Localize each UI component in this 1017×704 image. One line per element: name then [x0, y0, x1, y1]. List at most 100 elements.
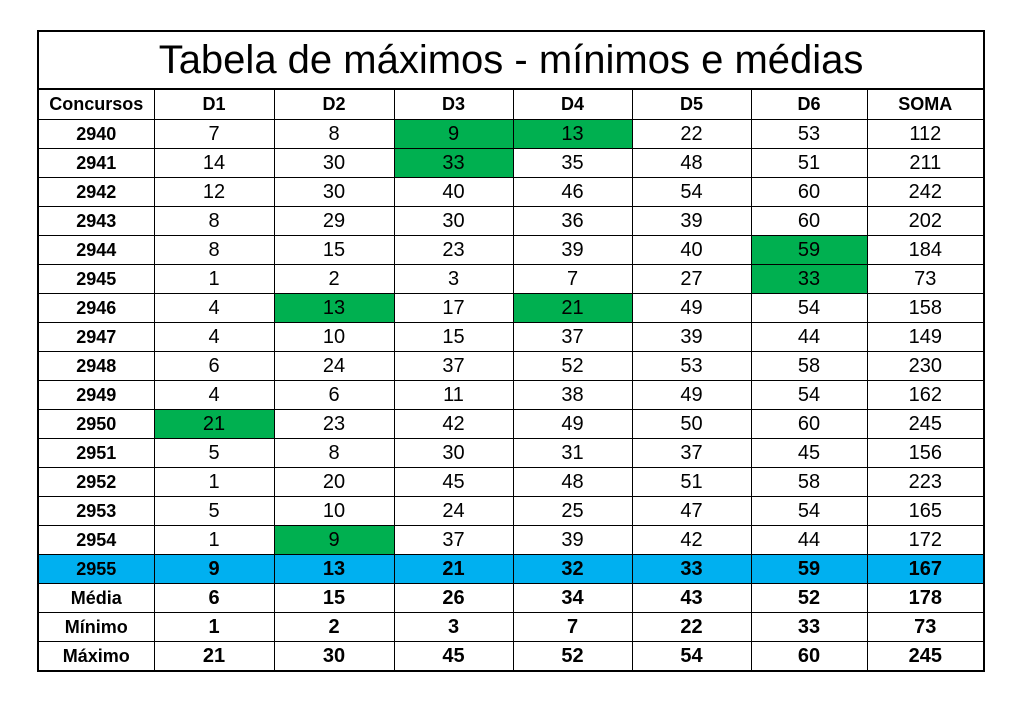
- cell: 49: [631, 293, 752, 323]
- cell: 13: [273, 293, 395, 323]
- row-label: Média: [37, 583, 155, 613]
- cell: 58: [750, 467, 868, 497]
- cell: 22: [631, 119, 752, 149]
- row-label: 2941: [37, 148, 155, 178]
- cell: 39: [631, 206, 752, 236]
- cell: 21: [153, 409, 275, 439]
- cell: 8: [273, 119, 395, 149]
- table-title: Tabela de máximos - mínimos e médias: [36, 30, 986, 90]
- row-label: 2955: [37, 554, 155, 584]
- cell: 39: [512, 525, 633, 555]
- cell: 36: [512, 206, 633, 236]
- results-table: Tabela de máximos - mínimos e médias Con…: [36, 30, 986, 672]
- cell: 54: [631, 177, 752, 207]
- cell: 37: [393, 525, 514, 555]
- column-header: D4: [512, 88, 633, 120]
- column-header: D2: [273, 88, 395, 120]
- row-label: 2953: [37, 496, 155, 526]
- cell: 202: [866, 206, 985, 236]
- cell: 39: [512, 235, 633, 265]
- cell: 37: [631, 438, 752, 468]
- table-row: 2948 6 24 37 52 53 58 230: [37, 351, 985, 381]
- cell: 44: [750, 525, 868, 555]
- cell: 12: [153, 177, 275, 207]
- cell: 3: [393, 612, 514, 642]
- row-label: Mínimo: [37, 612, 155, 642]
- cell: 23: [393, 235, 514, 265]
- row-label: 2954: [37, 525, 155, 555]
- cell: 46: [512, 177, 633, 207]
- cell: 40: [393, 177, 514, 207]
- table-row: 2945 1 2 3 7 27 33 73: [37, 264, 985, 294]
- cell: 9: [153, 554, 275, 584]
- cell: 24: [273, 351, 395, 381]
- cell: 9: [273, 525, 395, 555]
- cell: 245: [866, 641, 985, 672]
- cell: 34: [512, 583, 633, 613]
- column-header: D5: [631, 88, 752, 120]
- row-label: 2947: [37, 322, 155, 352]
- cell: 1: [153, 467, 275, 497]
- table-row: 2950 21 23 42 49 50 60 245: [37, 409, 985, 439]
- cell: 11: [393, 380, 514, 410]
- cell: 6: [273, 380, 395, 410]
- cell: 33: [750, 264, 868, 294]
- cell: 26: [393, 583, 514, 613]
- cell: 1: [153, 525, 275, 555]
- cell: 21: [512, 293, 633, 323]
- cell: 53: [631, 351, 752, 381]
- table-row: 2955 9 13 21 32 33 59 167: [37, 554, 985, 584]
- cell: 24: [393, 496, 514, 526]
- table-row: 2951 5 8 30 31 37 45 156: [37, 438, 985, 468]
- cell: 50: [631, 409, 752, 439]
- cell: 54: [750, 380, 868, 410]
- cell: 223: [866, 467, 985, 497]
- cell: 156: [866, 438, 985, 468]
- cell: 45: [393, 641, 514, 672]
- cell: 30: [393, 438, 514, 468]
- table-row: 2943 8 29 30 36 39 60 202: [37, 206, 985, 236]
- cell: 211: [866, 148, 985, 178]
- cell: 42: [393, 409, 514, 439]
- cell: 33: [750, 612, 868, 642]
- cell: 48: [512, 467, 633, 497]
- table-head: Tabela de máximos - mínimos e médias Con…: [36, 30, 986, 120]
- cell: 58: [750, 351, 868, 381]
- cell: 15: [273, 235, 395, 265]
- cell: 1: [153, 612, 275, 642]
- cell: 40: [631, 235, 752, 265]
- cell: 13: [273, 554, 395, 584]
- column-header: D6: [750, 88, 868, 120]
- table-row: 2949 4 6 11 38 49 54 162: [37, 380, 985, 410]
- cell: 48: [631, 148, 752, 178]
- cell: 51: [631, 467, 752, 497]
- cell: 184: [866, 235, 985, 265]
- cell: 73: [866, 612, 985, 642]
- table-row: Média 6 15 26 34 43 52 178: [37, 583, 985, 613]
- cell: 10: [273, 322, 395, 352]
- page: Tabela de máximos - mínimos e médias Con…: [36, 30, 986, 672]
- cell: 165: [866, 496, 985, 526]
- row-label: 2951: [37, 438, 155, 468]
- cell: 52: [512, 351, 633, 381]
- cell: 8: [273, 438, 395, 468]
- title-row: Tabela de máximos - mínimos e médias: [36, 30, 986, 90]
- cell: 7: [512, 612, 633, 642]
- cell: 59: [750, 235, 868, 265]
- row-label: 2952: [37, 467, 155, 497]
- cell: 14: [153, 148, 275, 178]
- cell: 39: [631, 322, 752, 352]
- cell: 178: [866, 583, 985, 613]
- cell: 8: [153, 206, 275, 236]
- cell: 45: [750, 438, 868, 468]
- cell: 27: [631, 264, 752, 294]
- table-row: 2954 1 9 37 39 42 44 172: [37, 525, 985, 555]
- cell: 2: [273, 264, 395, 294]
- cell: 25: [512, 496, 633, 526]
- table-row: 2940 7 8 9 13 22 53 112: [37, 119, 985, 149]
- cell: 31: [512, 438, 633, 468]
- column-header: Concursos: [37, 88, 155, 120]
- cell: 49: [512, 409, 633, 439]
- cell: 42: [631, 525, 752, 555]
- cell: 60: [750, 206, 868, 236]
